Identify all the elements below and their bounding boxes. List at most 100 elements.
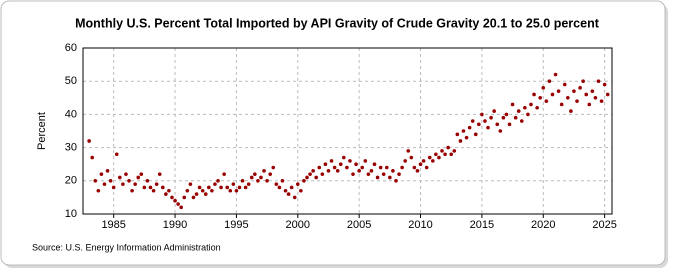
point [326,169,331,173]
point [145,179,150,183]
x-tick-label: 2000 [286,219,310,231]
point [458,139,463,143]
point [286,192,291,196]
y-tick-label: 50 [65,75,77,87]
point [124,172,128,176]
point [139,172,144,176]
point [581,79,585,83]
point [443,152,447,157]
point [605,92,610,97]
point [228,188,233,193]
y-tick-label: 30 [65,142,77,154]
point [197,185,202,190]
point [510,102,515,107]
point [431,159,435,163]
point [384,165,389,170]
point [274,182,279,186]
point [249,175,254,180]
point [473,132,478,137]
point [532,92,536,97]
point [200,188,205,193]
point [154,182,159,186]
point [173,198,177,203]
point [470,119,475,123]
point [185,188,190,193]
point [240,179,245,183]
point [590,89,595,93]
point [504,112,509,117]
point [311,169,315,173]
point [348,159,352,163]
point [182,195,187,200]
point [130,188,134,193]
point [400,165,404,170]
y-tick-label: 10 [65,208,77,220]
y-tick-label: 20 [65,175,77,187]
point [283,188,288,193]
point [421,159,426,163]
plot-border [82,47,613,215]
point [302,179,306,183]
point [599,99,604,103]
point [397,172,401,176]
point [360,165,365,170]
y-tick-label: 60 [65,42,77,54]
point [96,188,101,193]
point [133,182,137,186]
source: Source: U.S. Energy Information Administ… [32,242,221,252]
point [121,182,125,186]
point [256,179,260,183]
point [541,86,546,90]
point [219,185,223,190]
point [105,169,110,173]
point [157,172,162,176]
point [225,185,230,190]
y-axis-label: Percent [36,112,48,150]
x-tick-label: 2020 [531,219,555,231]
point [213,182,217,186]
point [556,89,561,93]
point [338,162,343,166]
point [167,188,171,193]
point [495,122,500,127]
point [449,152,454,157]
point [452,149,457,153]
point [501,115,506,120]
point [559,102,564,107]
point [486,125,490,130]
point [320,172,325,176]
point [259,175,263,180]
point [519,119,524,123]
point [332,165,337,170]
point [357,169,361,173]
point [118,175,122,180]
point [363,159,368,163]
point [437,155,441,160]
point [289,185,294,190]
point [102,182,107,186]
point [489,115,493,120]
point [280,179,285,183]
point [305,175,309,180]
point [483,119,487,123]
y-tick-label: 40 [65,108,77,120]
point [378,165,383,170]
x-tick-label: 2010 [408,219,432,231]
point [516,109,521,113]
point [562,82,567,87]
point [191,195,196,200]
point [544,99,549,103]
point [329,159,334,163]
point [277,185,282,190]
point [550,92,555,97]
point [535,105,539,110]
point [87,139,91,143]
point [111,185,116,190]
point [455,132,460,137]
point [179,205,183,210]
x-tick-label: 2025 [592,219,616,231]
point [170,195,174,200]
point [271,165,276,170]
point [467,125,472,130]
point [93,179,98,183]
